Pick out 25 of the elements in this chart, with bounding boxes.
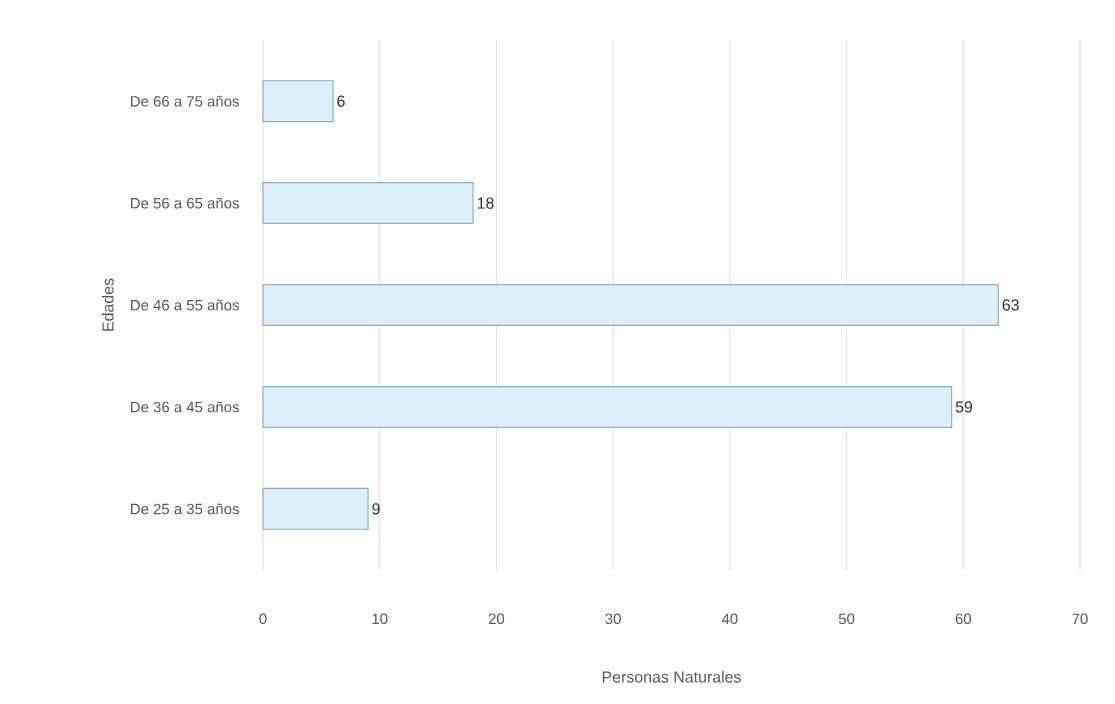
bar (262, 487, 369, 530)
bar (262, 284, 999, 326)
x-tick-label: 0 (259, 613, 267, 625)
data-label: 59 (955, 401, 973, 413)
data-label: 18 (477, 197, 494, 209)
y-tick-label: De 66 a 75 años (131, 95, 239, 107)
x-tick-label: 10 (372, 613, 388, 625)
y-tick-label: De 25 a 35 años (131, 503, 239, 515)
x-tick-label: 60 (955, 613, 972, 625)
x-tick-label: 20 (488, 613, 505, 625)
bar (262, 182, 474, 225)
x-axis-title: Personas Naturales (602, 670, 741, 683)
bar (262, 80, 334, 123)
x-tick-label: 70 (1072, 613, 1088, 625)
x-tick-label: 30 (605, 613, 621, 625)
y-tick-label: De 46 a 55 años (131, 299, 239, 311)
y-tick-label: De 36 a 45 años (131, 401, 239, 413)
bar (262, 385, 953, 428)
y-axis-title: Edades (101, 278, 114, 331)
data-label: 9 (372, 503, 380, 515)
data-label: 63 (1002, 299, 1019, 311)
y-tick-label: De 56 a 65 años (131, 197, 239, 209)
x-tick-label: 40 (721, 613, 738, 625)
data-label: 6 (337, 95, 345, 107)
x-tick-label: 50 (838, 613, 855, 625)
